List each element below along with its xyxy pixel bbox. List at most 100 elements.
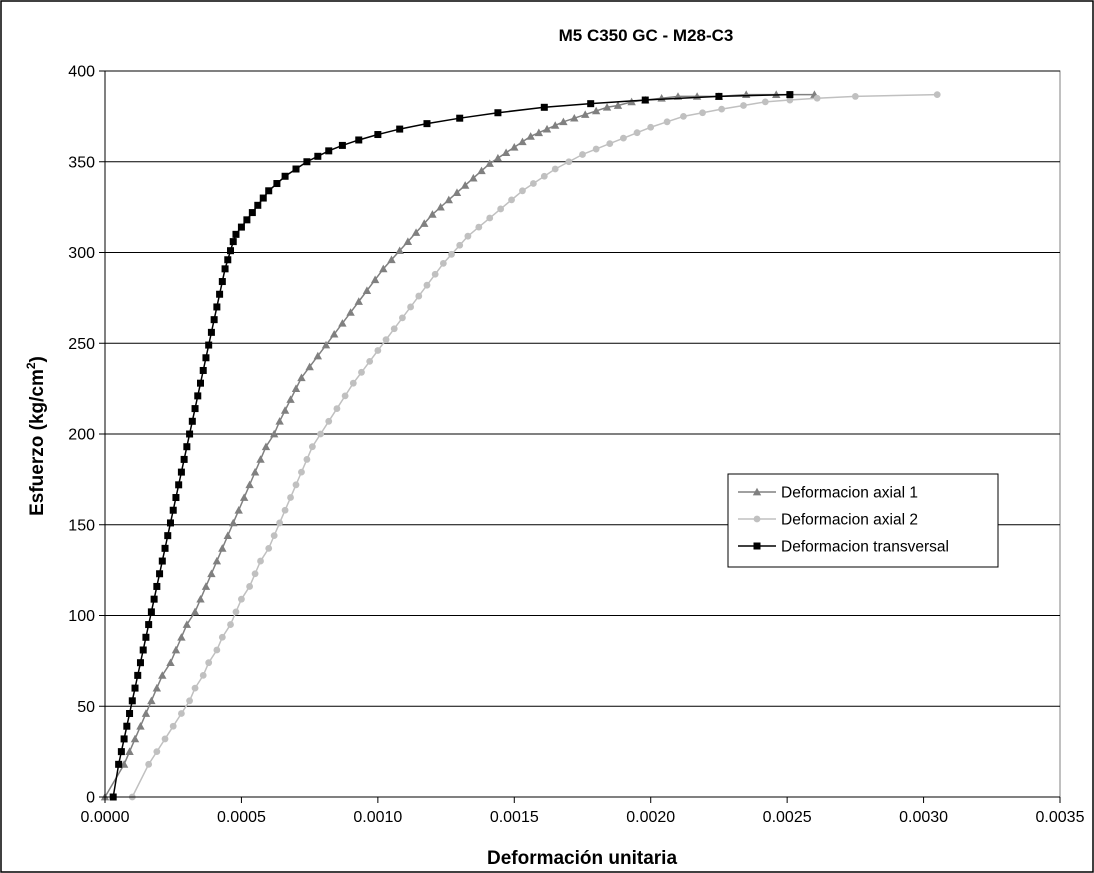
data-point [338, 141, 346, 149]
data-point [308, 443, 316, 451]
y-tick-label: 300 [68, 245, 95, 262]
data-point [813, 94, 821, 102]
data-point [178, 710, 185, 717]
data-point [374, 131, 382, 139]
data-point [715, 92, 723, 100]
data-point [257, 557, 264, 565]
data-point [227, 247, 235, 255]
data-point [551, 165, 559, 173]
data-point [565, 158, 573, 166]
data-point [169, 722, 177, 730]
data-point [591, 106, 601, 115]
data-point [431, 270, 439, 278]
data-point [390, 325, 398, 333]
data-point [186, 697, 193, 705]
data-point [355, 136, 363, 144]
data-point [423, 281, 431, 289]
data-point [259, 194, 267, 202]
data-point [153, 582, 161, 590]
data-point [292, 481, 300, 489]
data-point [238, 595, 245, 603]
data-point [171, 645, 181, 654]
data-point [592, 145, 600, 153]
data-point [125, 747, 134, 755]
data-point [933, 91, 941, 98]
data-point [142, 633, 150, 641]
data-point [606, 140, 614, 148]
data-point [136, 659, 144, 667]
data-point [120, 735, 128, 743]
data-point [202, 354, 210, 362]
data-point [338, 319, 347, 327]
y-tick-label: 0 [86, 790, 95, 807]
data-point [239, 493, 249, 501]
x-tick-labels: 0.0000 0.0005 0.0010 0.0015 0.0020 0.0025 0.00… [81, 809, 1085, 826]
series-2 [128, 91, 941, 801]
data-point [602, 103, 612, 111]
y-tick-labels: 0 50 100 150 200 250 300 350 400 [68, 64, 95, 807]
data-point [169, 506, 177, 514]
data-point [248, 209, 256, 217]
data-point [246, 583, 254, 590]
data-point [221, 265, 229, 273]
data-point [191, 684, 199, 692]
data-point [292, 165, 300, 173]
data-point [354, 297, 363, 305]
data-point [452, 188, 462, 196]
data-point [403, 237, 413, 245]
data-point [218, 278, 226, 286]
y-tick-label: 100 [68, 608, 95, 625]
data-point [227, 621, 234, 628]
y-tick-label: 50 [77, 699, 95, 716]
data-point [273, 180, 281, 188]
data-point [460, 181, 470, 189]
data-point [740, 102, 747, 109]
data-point [540, 103, 548, 111]
data-point [420, 219, 429, 227]
legend-label: Deformacion axial 1 [781, 485, 918, 502]
data-point [570, 113, 579, 122]
x-tick-label: 0.0000 [81, 809, 130, 826]
gridlines [105, 70, 1060, 707]
y-axis-label: Esfuerzo (kg/cm2) [24, 356, 48, 516]
data-point [147, 608, 155, 616]
data-point [314, 152, 322, 160]
data-point [229, 238, 237, 246]
data-point [190, 607, 200, 616]
data-point [305, 362, 314, 371]
data-point [303, 456, 311, 463]
data-point [269, 429, 279, 438]
data-point [287, 494, 294, 501]
data-point [510, 143, 519, 151]
data-point [161, 544, 169, 552]
data-point [579, 151, 586, 158]
data-point [325, 417, 333, 425]
data-point [559, 117, 568, 126]
data-point [325, 147, 333, 155]
data-point [161, 735, 169, 743]
data-point [508, 196, 515, 204]
x-tick-label: 0.0025 [763, 809, 812, 826]
data-point [243, 216, 251, 224]
data-point [197, 379, 204, 387]
data-point [581, 110, 590, 118]
data-point [232, 230, 240, 238]
y-tick-label: 150 [68, 517, 95, 534]
data-point [379, 264, 388, 273]
data-point [156, 570, 164, 578]
data-point [276, 519, 284, 527]
data-point [254, 201, 262, 209]
data-point [234, 506, 243, 514]
data-point [395, 246, 404, 255]
data-point [145, 760, 153, 768]
data-point [362, 286, 372, 294]
data-point [186, 430, 194, 438]
data-point [486, 214, 494, 222]
data-point [218, 633, 226, 641]
data-point [699, 109, 706, 117]
data-point [177, 633, 186, 641]
data-point [551, 121, 560, 129]
chart-title: M5 C350 GC - M28-C3 [559, 26, 734, 45]
data-point [182, 620, 192, 628]
